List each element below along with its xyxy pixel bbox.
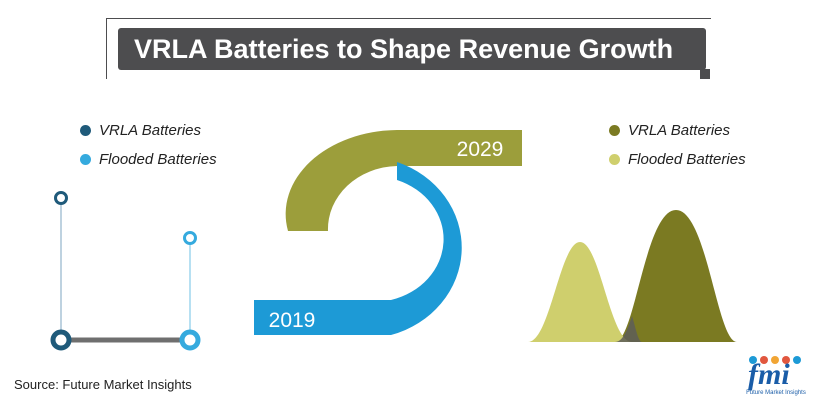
title-frame: [106, 18, 711, 79]
ring-label-2029: 2029: [457, 138, 504, 161]
bell-vrla: [615, 210, 737, 342]
legend-dot-vrla: [80, 125, 91, 136]
top-marker-flooded: [183, 231, 197, 245]
page-title: VRLA Batteries to Shape Revenue Growth: [118, 28, 706, 70]
legend-item-vrla-2029: VRLA Batteries: [609, 122, 746, 151]
legend-dot-flooded-2029: [609, 154, 620, 165]
legend-label-vrla: VRLA Batteries: [99, 122, 201, 139]
legend-item-vrla: VRLA Batteries: [80, 122, 217, 151]
ring-graphic: 2029 2019: [254, 130, 522, 335]
legend-label-vrla-2029: VRLA Batteries: [628, 122, 730, 139]
source-note: Source: Future Market Insights: [14, 377, 192, 392]
legend-dot-vrla-2029: [609, 125, 620, 136]
ring-2019-band: [254, 162, 462, 335]
logo-subtitle: Future Market Insights: [746, 390, 806, 396]
top-marker-vrla: [54, 191, 68, 205]
ring-2029-band: [285, 130, 522, 231]
fmi-logo: fmi Future Market Insights: [740, 354, 812, 398]
right-bell-chart: [528, 210, 737, 342]
right-legend: VRLA Batteries Flooded Batteries: [609, 122, 746, 168]
legend-dot-flooded: [80, 154, 91, 165]
logo-people-icon: [749, 356, 801, 364]
legend-label-flooded-2029: Flooded Batteries: [628, 151, 746, 168]
legend-label-flooded: Flooded Batteries: [99, 151, 217, 168]
logo-wordmark: fmi: [748, 358, 790, 391]
base-marker-vrla: [50, 329, 72, 351]
left-lollipop-chart: [50, 191, 201, 351]
legend-item-flooded-2029: Flooded Batteries: [609, 151, 746, 168]
left-legend: VRLA Batteries Flooded Batteries: [80, 122, 217, 168]
bell-overlap: [615, 316, 642, 342]
legend-item-flooded: Flooded Batteries: [80, 151, 217, 168]
title-frame-corner: [700, 69, 710, 79]
bell-flooded: [528, 242, 632, 342]
ring-label-2019: 2019: [269, 309, 316, 332]
base-marker-flooded: [179, 329, 201, 351]
